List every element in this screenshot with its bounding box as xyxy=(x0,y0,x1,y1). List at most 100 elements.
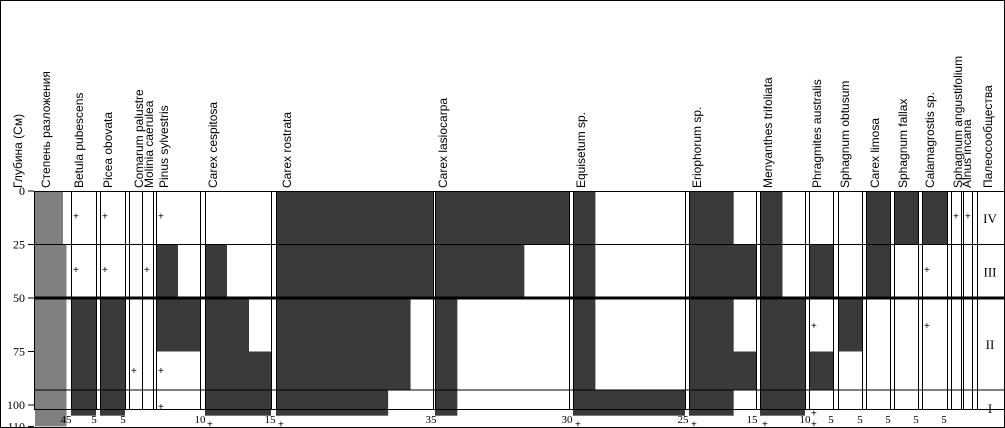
depth-tick-label: 25 xyxy=(13,238,25,252)
zone-label-iii: III xyxy=(984,264,997,279)
column-header-comarum-palustre: Comarum palustre xyxy=(132,89,146,188)
trace-mark-pinus-sylvestris: + xyxy=(158,212,164,223)
scale-tick-label: 5 xyxy=(828,414,834,426)
bar-phragmites-australis xyxy=(809,244,833,298)
column-header-степень-разложения: Степень разложения xyxy=(39,71,53,188)
column-header-phragmites-australis: Phragmites australis xyxy=(810,79,824,188)
column-header-calamagrostis-sp: Calamagrostis sp. xyxy=(923,92,937,188)
depth-tick-label: 110 xyxy=(7,419,25,428)
trace-mark-carex-rostrata: + xyxy=(278,419,284,428)
column-header-menyanthes-trifoliata: Menyanthes trifoliata xyxy=(761,77,775,188)
scale-tick-label: 10 xyxy=(800,414,812,426)
bar-menyanthes-trifoliata xyxy=(760,298,805,416)
trace-mark-phragmites-australis: + xyxy=(811,321,817,332)
bar-степень-разложения xyxy=(35,390,67,427)
column-header-carex-cespitosa: Carex cespitosa xyxy=(206,102,220,188)
trace-mark-molinia-caerulea: + xyxy=(144,265,150,276)
trace-mark-calamagrostis-sp: + xyxy=(924,265,930,276)
bar-carex-rostrata xyxy=(276,390,389,416)
bar-carex-cespitosa xyxy=(205,351,271,416)
bar-carex-lasiocarpa xyxy=(435,191,569,245)
bar-carex-cespitosa xyxy=(205,298,249,352)
zone-label-iv: IV xyxy=(983,211,997,226)
bar-equisetum-sp xyxy=(573,191,596,391)
bar-carex-lasiocarpa xyxy=(435,244,525,298)
trace-mark-carex-cespitosa: + xyxy=(207,419,213,428)
bar-picea-obovata xyxy=(100,298,125,416)
trace-mark-sphagnum-angustifolium: + xyxy=(953,212,959,223)
bar-carex-cespitosa xyxy=(205,244,227,298)
depth-tick-label: 0 xyxy=(19,184,25,198)
trace-mark-menyanthes-trifoliata: + xyxy=(762,419,768,428)
bar-pinus-sylvestris xyxy=(156,298,200,352)
trace-mark-equisetum-sp: + xyxy=(575,419,581,428)
scale-tick-label: 15 xyxy=(265,414,277,426)
bar-phragmites-australis xyxy=(809,351,833,391)
trace-mark-phragmites-australis: + xyxy=(811,409,817,420)
bar-степень-разложения xyxy=(35,191,63,245)
column-header-molinia-caerulea: Molinia caerulea xyxy=(142,100,156,188)
bar-степень-разложения xyxy=(35,298,67,352)
bars-layer xyxy=(35,191,947,427)
column-header-глубина-см: Глубина (См) xyxy=(11,114,25,188)
text-layer: ++++++++++ + + + +++++++ +0255075100110IVIIII… xyxy=(7,56,997,428)
trace-mark-alnus-incana: + xyxy=(965,212,971,223)
column-header-sphagnum-obtusum: Sphagnum obtusum xyxy=(838,81,852,188)
column-header-carex-rostrata: Carex rostrata xyxy=(280,112,294,188)
depth-tick-label: 75 xyxy=(13,345,25,359)
trace-mark-calamagrostis-sp: + xyxy=(924,321,930,332)
column-header-alnus-incana: Alnus incana xyxy=(960,119,974,188)
scale-tick-label: 30 xyxy=(562,414,574,426)
scale-tick-label: 10 xyxy=(195,414,207,426)
column-header-pinus-sylvestris: Pinus sylvestris xyxy=(157,105,171,188)
bar-betula-pubescens xyxy=(71,298,96,416)
scale-tick-label: 5 xyxy=(91,414,97,426)
scale-tick-label: 5 xyxy=(941,414,947,426)
depth-tick-label: 50 xyxy=(13,291,25,305)
column-header-sphagnum-angustifolium: Sphagnum angustifolium xyxy=(951,56,965,188)
column-header-carex-lasiocarpa: Carex lasiocarpa xyxy=(436,98,450,188)
trace-mark-betula-pubescens: + xyxy=(73,212,79,223)
bar-carex-lasiocarpa xyxy=(435,390,458,416)
trace-mark-comarum-palustre: + xyxy=(131,366,137,377)
zone-label-i: I xyxy=(988,401,992,416)
trace-mark-betula-pubescens: + xyxy=(73,265,79,276)
bar-carex-lasiocarpa xyxy=(435,298,458,391)
trace-mark-picea-obovata: + xyxy=(102,212,108,223)
bar-eriophorum-sp xyxy=(689,390,734,416)
zone-label-ii: II xyxy=(986,337,995,352)
scale-tick-label: 35 xyxy=(426,414,438,426)
column-header-betula-pubescens: Betula pubescens xyxy=(72,93,86,188)
scale-tick-label: 5 xyxy=(120,414,126,426)
bar-eriophorum-sp xyxy=(689,244,756,298)
scale-tick-label: 15 xyxy=(747,414,759,426)
column-header-carex-limosa: Carex limosa xyxy=(868,118,882,188)
bar-menyanthes-trifoliata xyxy=(760,244,783,298)
column-header-sphagnum-fallax: Sphagnum fallax xyxy=(896,99,910,188)
column-header-палеосообщества: Палеосообщества xyxy=(981,85,995,188)
trace-mark-phragmites-australis: + xyxy=(811,419,817,428)
scale-tick-label: 25 xyxy=(678,414,690,426)
trace-mark-pinus-sylvestris: + xyxy=(158,366,164,377)
bar-степень-разложения xyxy=(35,351,67,391)
bar-sphagnum-fallax xyxy=(894,191,918,245)
bar-calamagrostis-sp xyxy=(922,191,947,245)
trace-mark-eriophorum-sp: + xyxy=(691,419,697,428)
column-header-picea-obovata: Picea obovata xyxy=(101,112,115,188)
column-header-eriophorum-sp: Eriophorum sp. xyxy=(690,107,704,188)
bar-pinus-sylvestris xyxy=(156,244,178,298)
bar-eriophorum-sp xyxy=(689,351,756,391)
bar-eriophorum-sp xyxy=(689,298,734,352)
bar-степень-разложения xyxy=(35,244,67,298)
bar-carex-rostrata xyxy=(276,298,411,391)
trace-mark-pinus-sylvestris: + xyxy=(158,402,164,413)
scale-tick-label: 5 xyxy=(885,414,891,426)
trace-mark-picea-obovata: + xyxy=(102,265,108,276)
scale-tick-label: 45 xyxy=(61,414,73,426)
scale-tick-label: 5 xyxy=(857,414,863,426)
depth-tick-label: 100 xyxy=(7,398,25,412)
bar-equisetum-sp xyxy=(573,390,685,416)
column-header-equisetum-sp: Equisetum sp. xyxy=(574,112,588,188)
lines-layer xyxy=(28,190,1005,427)
